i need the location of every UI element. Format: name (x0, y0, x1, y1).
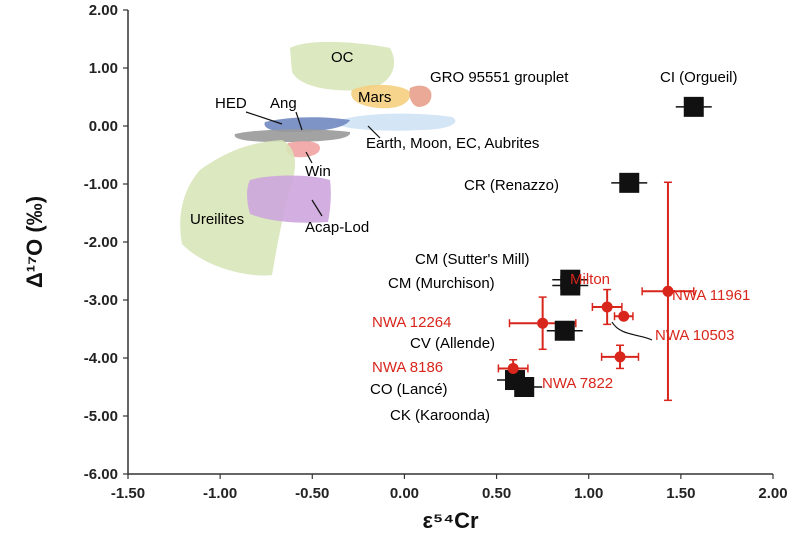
label-nwa-10503: NWA 10503 (655, 327, 735, 344)
label-cr: CR (Renazzo) (464, 177, 559, 194)
label-win: Win (305, 163, 331, 180)
label-ureilites: Ureilites (190, 211, 244, 228)
sample-point (662, 285, 674, 297)
field-hed (264, 117, 350, 132)
field-gro-95551 (409, 85, 432, 107)
label-nwa-11961: NWA 11961 (672, 287, 750, 304)
classification-fields (180, 41, 456, 276)
field-mars (351, 84, 411, 109)
tick-labels: -1.50 -1.00 -0.50 0.00 0.50 1.00 1.50 2.00 2.00 1… (22, 2, 788, 533)
y-tick-label: 1.00 (89, 60, 118, 77)
sample-point (618, 310, 630, 322)
y-axis-title: Δ¹⁷O (‰) (22, 196, 47, 288)
field-earth-moon (338, 113, 456, 131)
sample-point (537, 317, 549, 329)
label-nwa-10503-line1: NWA 10503 (655, 327, 735, 344)
label-nwa-8186: NWA 8186 (372, 359, 443, 376)
y-tick-label: -2.00 (84, 234, 118, 251)
annotations: OC Mars GRO 95551 grouplet HED Ang Earth… (190, 49, 750, 424)
label-nwa-12264: NWA 12264 (372, 314, 452, 331)
y-tick-label: -1.00 (84, 176, 118, 193)
y-tick-label: -3.00 (84, 292, 118, 309)
x-axis-title: ε⁵⁴Cr (422, 508, 479, 533)
x-tick-label: 2.00 (758, 485, 787, 502)
leader-lines (245, 111, 653, 341)
label-cv: CV (Allende) (410, 335, 495, 352)
carbonaceous-square (546, 320, 583, 341)
x-tick-label: -1.00 (203, 485, 237, 502)
leader-win (305, 151, 313, 164)
leader-acap (311, 199, 323, 217)
carbonaceous-square (675, 96, 712, 117)
sample-point (507, 362, 519, 374)
leader-ang (295, 111, 303, 131)
label-gro-95551: GRO 95551 grouplet (430, 69, 569, 86)
label-acap-lod: Acap-Lod (305, 219, 369, 236)
label-cm-sutters: CM (Sutter's Mill) (415, 251, 530, 268)
label-hed: HED (215, 95, 247, 112)
carbonaceous-square (552, 275, 589, 296)
label-mars: Mars (358, 89, 391, 106)
label-co: CO (Lancé) (370, 381, 448, 398)
field-ang (234, 129, 351, 142)
y-tick-label: 0.00 (89, 118, 118, 135)
carbonaceous-square (611, 172, 648, 193)
sample-point (614, 351, 626, 363)
x-tick-label: -1.50 (111, 485, 145, 502)
field-acap-lod (247, 175, 331, 223)
leader-nwa10503 (611, 321, 653, 341)
label-cm-murchison: CM (Murchison) (388, 275, 495, 292)
label-oc: OC (331, 49, 354, 66)
label-ck: CK (Karoonda) (390, 407, 490, 424)
data-marks (497, 96, 712, 402)
sample-point (601, 301, 613, 313)
x-tick-label: 1.50 (666, 485, 695, 502)
leader-hed (245, 111, 283, 125)
label-nwa-7822: NWA 7822 (542, 375, 613, 392)
carbonaceous-square (506, 377, 543, 397)
x-tick-label: 0.50 (482, 485, 511, 502)
leader-earth (367, 125, 381, 139)
x-tick-label: 0.00 (390, 485, 419, 502)
label-ci: CI (Orgueil) (660, 69, 738, 86)
label-ang: Ang (270, 95, 297, 112)
x-tick-label: -0.50 (295, 485, 329, 502)
label-earth-moon: Earth, Moon, EC, Aubrites (366, 135, 539, 152)
y-tick-label: 2.00 (89, 2, 118, 19)
field-win (286, 141, 320, 158)
x-tick-label: 1.00 (574, 485, 603, 502)
field-ureilites (180, 140, 296, 276)
label-milton: Milton (570, 271, 610, 288)
y-tick-label: -6.00 (84, 466, 118, 483)
y-tick-label: -5.00 (84, 408, 118, 425)
field-oc (290, 41, 395, 91)
y-tick-label: -4.00 (84, 350, 118, 367)
